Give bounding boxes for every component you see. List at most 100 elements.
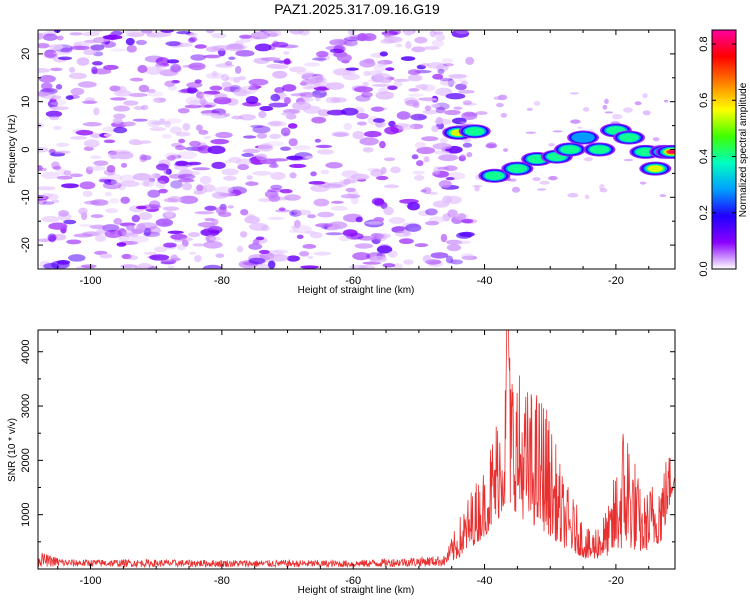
- noise-blob: [83, 49, 96, 56]
- noise-blob: [461, 111, 478, 121]
- noise-blob: [577, 126, 583, 129]
- noise-blob: [170, 63, 182, 73]
- snr-x-label: Height of straight line (km): [298, 585, 415, 596]
- noise-blob: [90, 214, 104, 219]
- noise-blob: [129, 235, 149, 243]
- noise-blob: [101, 40, 116, 48]
- noise-blob: [280, 146, 292, 151]
- noise-blob: [400, 56, 416, 62]
- noise-blob: [200, 99, 209, 107]
- noise-blob: [248, 257, 266, 265]
- noise-blob: [294, 219, 301, 229]
- noise-blob: [357, 32, 368, 42]
- noise-blob: [47, 233, 57, 242]
- noise-blob: [344, 39, 358, 47]
- noise-blob: [461, 219, 474, 224]
- noise-blob: [153, 97, 166, 103]
- noise-blob: [411, 154, 419, 160]
- noise-blob: [422, 187, 432, 195]
- noise-blob: [108, 198, 119, 204]
- noise-blob: [421, 136, 439, 142]
- noise-blob: [284, 194, 301, 201]
- noise-blob: [256, 263, 269, 269]
- noise-blob: [211, 45, 231, 51]
- signal-blob: [484, 171, 505, 181]
- noise-blob: [395, 230, 412, 237]
- noise-blob: [201, 102, 217, 108]
- noise-blob: [83, 200, 100, 205]
- noise-blob: [412, 170, 425, 175]
- noise-blob: [439, 79, 457, 86]
- noise-blob: [623, 107, 633, 113]
- noise-blob: [413, 174, 425, 181]
- noise-blob: [126, 255, 139, 260]
- noise-blob: [330, 205, 348, 211]
- noise-blob: [383, 206, 394, 216]
- noise-blob: [133, 106, 145, 110]
- noise-blob: [207, 145, 226, 155]
- noise-blob: [69, 32, 83, 36]
- noise-blob: [307, 214, 316, 219]
- noise-blob: [308, 180, 326, 185]
- noise-blob: [368, 78, 383, 83]
- noise-blob: [110, 48, 127, 52]
- noise-blob: [233, 88, 248, 97]
- noise-blob: [445, 176, 455, 181]
- noise-blob: [203, 225, 223, 231]
- noise-blob: [336, 53, 352, 62]
- noise-blob: [139, 154, 147, 163]
- noise-blob: [453, 106, 463, 110]
- snr-y-ticks: 1000 2000 3000 4000: [20, 339, 675, 543]
- noise-blob: [290, 225, 300, 229]
- spectrogram-y-label: Frequency (Hz): [7, 115, 18, 184]
- noise-blob: [221, 81, 232, 89]
- noise-blob: [199, 97, 206, 106]
- noise-blob: [396, 111, 411, 120]
- noise-blob: [435, 106, 446, 114]
- noise-blob: [117, 231, 136, 236]
- spectrogram-x-label: Height of straight line (km): [298, 285, 415, 296]
- noise-blob: [370, 255, 387, 263]
- noise-blob: [373, 118, 385, 123]
- noise-blob: [91, 66, 98, 75]
- noise-blob: [623, 158, 634, 162]
- noise-blob: [90, 155, 102, 160]
- noise-blob: [286, 255, 300, 262]
- noise-blob: [205, 72, 224, 80]
- noise-blob: [38, 91, 50, 97]
- noise-blob: [45, 110, 63, 118]
- noise-blob: [240, 208, 249, 216]
- noise-blob: [340, 107, 359, 116]
- noise-blob: [448, 258, 457, 265]
- noise-blob: [56, 175, 73, 180]
- noise-blob: [334, 39, 351, 45]
- noise-blob: [390, 166, 401, 174]
- noise-blob: [166, 156, 176, 161]
- noise-blob: [194, 211, 215, 215]
- noise-blob: [250, 124, 264, 128]
- x-tick-label: -20: [608, 575, 624, 587]
- noise-blob: [180, 88, 199, 93]
- noise-blob: [51, 199, 60, 204]
- noise-blob: [458, 89, 475, 94]
- noise-blob: [203, 90, 221, 95]
- noise-blob: [325, 232, 344, 236]
- noise-blob: [147, 33, 168, 38]
- noise-blob: [259, 158, 277, 165]
- noise-blob: [104, 191, 112, 197]
- noise-blob: [604, 111, 614, 114]
- noise-blob: [38, 197, 48, 206]
- noise-blob: [48, 222, 68, 230]
- noise-blob: [211, 191, 229, 199]
- noise-blob: [246, 175, 253, 180]
- noise-blob: [56, 35, 64, 41]
- noise-blob: [79, 181, 96, 190]
- noise-blob: [93, 107, 100, 116]
- noise-blob: [209, 236, 222, 241]
- noise-blob: [189, 32, 198, 37]
- noise-blob: [345, 67, 359, 71]
- noise-blob: [299, 91, 315, 98]
- noise-blob: [38, 32, 44, 40]
- noise-blob: [163, 242, 177, 248]
- noise-blob: [144, 251, 157, 255]
